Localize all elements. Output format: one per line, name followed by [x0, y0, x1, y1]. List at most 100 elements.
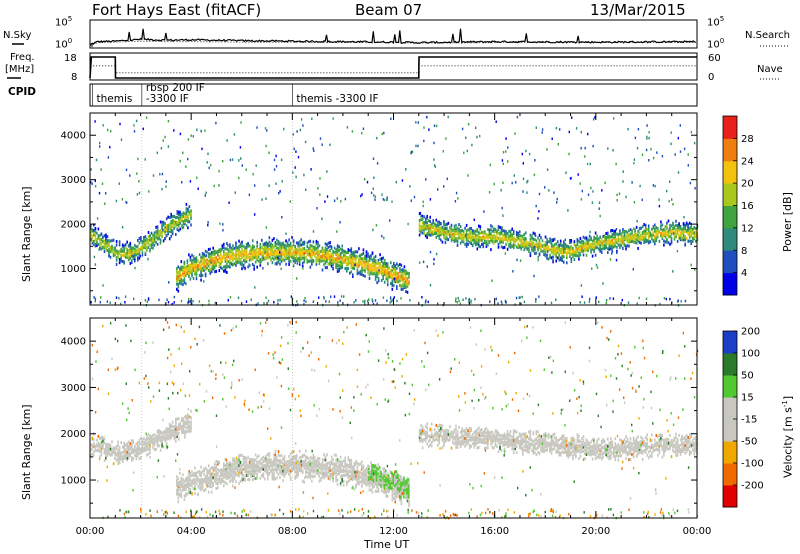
echo-cell — [105, 245, 107, 249]
y-tick-label: 3000 — [61, 175, 86, 186]
echo-cell — [675, 232, 677, 236]
echo-cell — [631, 240, 633, 243]
noise-cell — [584, 155, 586, 158]
echo-cell — [233, 463, 236, 467]
echo-cell — [455, 223, 457, 227]
echo-cell — [295, 469, 298, 473]
echo-cell — [364, 268, 366, 272]
echo-cell — [168, 222, 171, 226]
noise-cell — [579, 182, 581, 185]
echo-cell — [403, 265, 406, 269]
echo-cell — [359, 272, 362, 276]
echo-cell — [332, 474, 334, 478]
noise-cell — [164, 237, 166, 240]
echo-cell — [370, 254, 372, 258]
echo-cell — [229, 243, 231, 247]
noise-cell — [413, 195, 416, 199]
echo-cell — [570, 257, 573, 261]
echo-cell — [220, 478, 222, 482]
echo-cell — [167, 427, 169, 431]
echo-cell — [185, 207, 188, 211]
echo-cell — [170, 433, 172, 437]
nsky-nsearch-panel — [12, 19, 790, 49]
echo-cell — [201, 478, 204, 482]
echo-cell — [691, 231, 694, 235]
echo-cell — [509, 243, 512, 247]
echo-cell — [309, 246, 312, 250]
echo-cell — [143, 239, 145, 243]
echo-cell — [652, 233, 655, 237]
echo-cell — [620, 238, 623, 242]
echo-cell — [453, 231, 456, 235]
echo-cell — [242, 457, 245, 461]
noise-cell — [533, 274, 535, 278]
echo-cell — [179, 421, 182, 425]
echo-cell — [283, 258, 286, 262]
noise-cell — [410, 151, 412, 155]
echo-cell — [188, 491, 190, 495]
echo-cell — [256, 476, 258, 480]
noise-cell — [263, 302, 265, 305]
echo-cell — [230, 474, 233, 478]
echo-cell — [390, 274, 392, 278]
echo-cell — [342, 249, 345, 253]
noise-cell — [433, 262, 435, 266]
echo-cell — [561, 252, 563, 255]
noise-cell — [319, 193, 321, 196]
echo-cell — [550, 244, 553, 248]
echo-cell — [276, 459, 278, 463]
echo-cell — [544, 245, 547, 249]
noise-cell — [205, 254, 208, 257]
echo-cell — [582, 240, 585, 244]
echo-cell — [578, 239, 580, 243]
echo-cell — [426, 232, 428, 236]
echo-cell — [588, 234, 591, 238]
echo-cell — [641, 235, 644, 239]
echo-cell — [321, 254, 324, 258]
echo-cell — [244, 470, 246, 474]
echo-cell — [251, 472, 254, 476]
echo-cell — [418, 212, 421, 216]
echo-cell — [230, 261, 233, 265]
echo-cell — [324, 252, 327, 255]
echo-cell — [556, 256, 559, 260]
noise-cell — [303, 299, 305, 302]
echo-cell — [402, 273, 404, 277]
echo-cell — [349, 260, 351, 264]
echo-cell — [271, 465, 274, 469]
echo-cell — [115, 256, 118, 260]
echo-cell — [215, 470, 217, 474]
echo-cell — [123, 441, 125, 445]
noise-cell — [584, 146, 586, 150]
echo-cell — [423, 232, 425, 235]
echo-cell — [329, 244, 331, 248]
echo-cell — [364, 260, 366, 264]
echo-cell — [294, 455, 296, 458]
echo-cell — [153, 234, 156, 238]
noise-cell — [228, 201, 230, 204]
echo-cell — [279, 476, 281, 480]
echo-cell — [573, 243, 576, 247]
echo-cell — [358, 271, 360, 275]
echo-cell — [100, 435, 103, 439]
echo-cell — [289, 249, 292, 253]
echo-cell — [153, 243, 156, 247]
echo-cell — [221, 479, 224, 483]
echo-cell — [153, 440, 156, 444]
echo-cell — [223, 472, 225, 476]
echo-cell — [170, 436, 172, 440]
echo-cell — [103, 441, 106, 445]
echo-cell — [556, 250, 559, 254]
echo-cell — [170, 224, 172, 228]
echo-cell — [333, 246, 336, 250]
echo-cell — [547, 257, 550, 261]
echo-cell — [446, 232, 448, 236]
echo-cell — [167, 224, 169, 228]
echo-cell — [268, 236, 271, 240]
echo-cell — [203, 478, 205, 481]
noise-cell — [491, 279, 493, 282]
noise-cell — [423, 139, 425, 143]
echo-cell — [268, 458, 271, 462]
echo-cell — [350, 270, 353, 274]
noise-cell — [417, 144, 419, 148]
